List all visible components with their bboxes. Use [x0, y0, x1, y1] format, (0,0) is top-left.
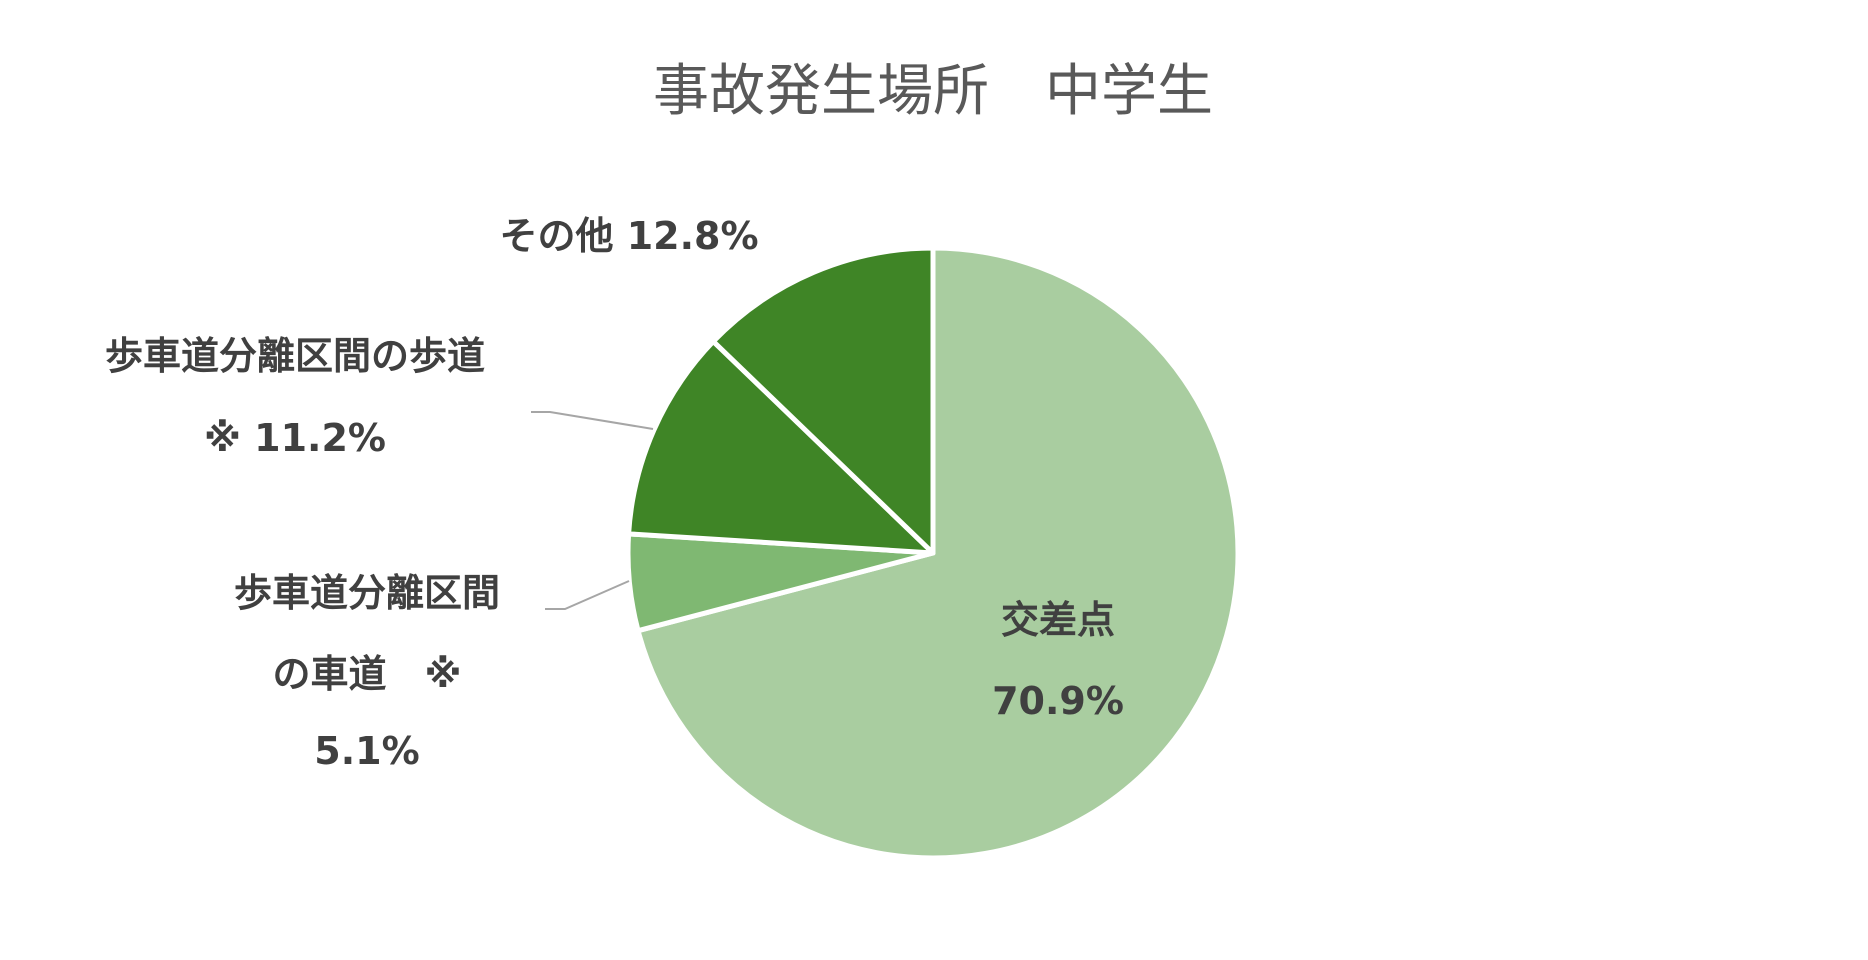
- slice-intersection: [635, 245, 1241, 861]
- slice-other: [710, 245, 936, 556]
- label-other: その他 12.8%: [499, 214, 758, 258]
- chart-title: 事故発生場所 中学生: [653, 59, 1213, 124]
- leader-line-sidewalk: [531, 411, 654, 430]
- label-other-name: その他: [499, 214, 613, 258]
- label-sidewalk-value: ※ 11.2%: [204, 416, 386, 460]
- label-sidewalk-prefix: ※: [204, 416, 241, 460]
- slice-sidewalk: [626, 338, 936, 556]
- label-roadway-line1: 歩車道分離区間: [234, 571, 500, 615]
- label-roadway-value: 5.1%: [314, 729, 419, 773]
- label-intersection-value: 70.9%: [992, 679, 1124, 723]
- leader-line-roadway: [545, 580, 630, 610]
- label-sidewalk-name: 歩車道分離区間の歩道: [105, 334, 485, 378]
- label-sidewalk-percent: 11.2%: [254, 416, 386, 460]
- label-intersection-name: 交差点: [1001, 598, 1115, 642]
- label-roadway-line2: の車道 ※: [273, 652, 462, 696]
- label-other-value: 12.8%: [627, 214, 759, 258]
